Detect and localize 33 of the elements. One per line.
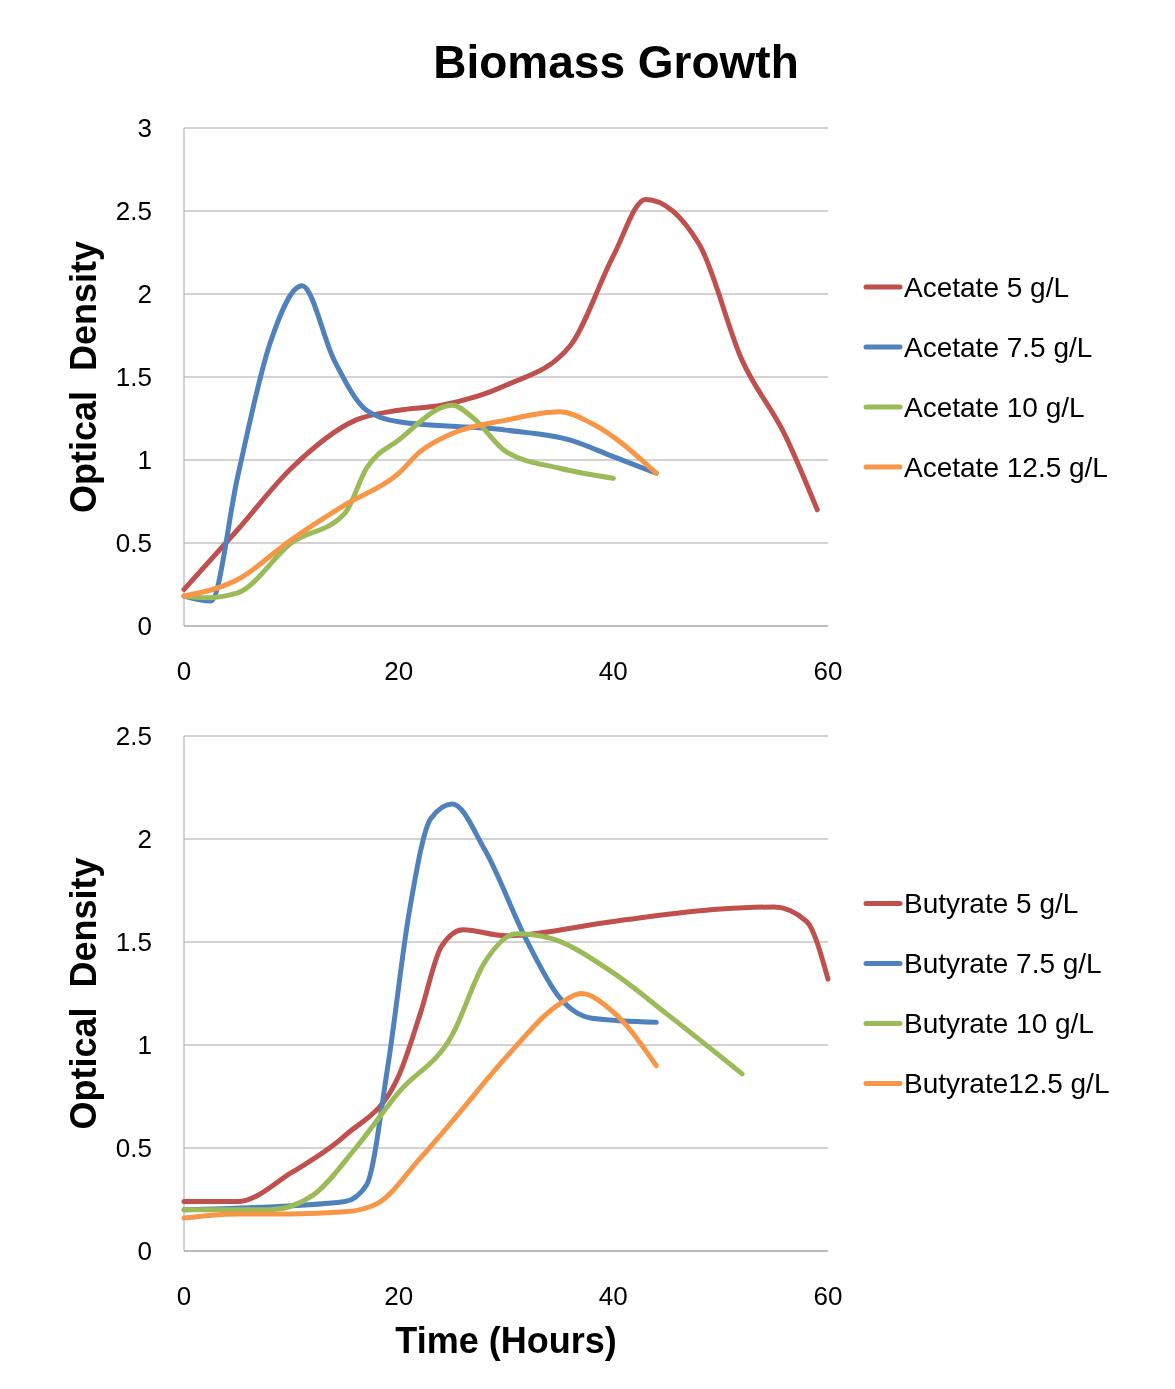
legend-label: Acetate 10 g/L bbox=[904, 391, 1085, 423]
y-axis-title: Optical Density bbox=[63, 240, 104, 514]
legend-label: Acetate 5 g/L bbox=[904, 271, 1070, 303]
y-tick-label: 1.5 bbox=[115, 362, 152, 393]
y-tick-label: 2 bbox=[137, 279, 152, 310]
y-tick-label: 0.5 bbox=[115, 528, 152, 559]
x-tick-label: 20 bbox=[384, 1281, 414, 1311]
x-tick-label: 0 bbox=[176, 1281, 192, 1311]
y-tick-label: 2 bbox=[137, 824, 152, 855]
y-tick-label: 3 bbox=[137, 113, 152, 144]
x-tick-label: 60 bbox=[813, 1281, 843, 1311]
legend-label: Butyrate12.5 g/L bbox=[904, 1068, 1110, 1100]
y-tick-label: 2.5 bbox=[115, 196, 152, 227]
legend-label: Butyrate 5 g/L bbox=[904, 888, 1079, 920]
x-axis-title: Time (Hours) bbox=[395, 1320, 617, 1361]
legend-label: Acetate 7.5 g/L bbox=[904, 331, 1093, 363]
legend-label: Acetate 12.5 g/L bbox=[904, 451, 1108, 483]
x-tick-label: 0 bbox=[176, 656, 192, 686]
x-tick-label: 60 bbox=[813, 656, 843, 686]
y-tick-label: 2.5 bbox=[115, 721, 152, 752]
x-tick-label: 40 bbox=[598, 1281, 628, 1311]
y-tick-label: 0 bbox=[137, 1236, 152, 1267]
x-tick-label: 20 bbox=[384, 656, 414, 686]
y-tick-label: 0.5 bbox=[115, 1133, 152, 1164]
legend-label: Butyrate 7.5 g/L bbox=[904, 948, 1102, 980]
y-tick-label: 1 bbox=[137, 445, 152, 476]
x-tick-label: 40 bbox=[598, 656, 628, 686]
chart-title: Biomass Growth bbox=[433, 36, 799, 88]
legend-label: Butyrate 10 g/L bbox=[904, 1008, 1094, 1040]
y-tick-label: 1 bbox=[137, 1030, 152, 1061]
y-tick-label: 1.5 bbox=[115, 927, 152, 958]
y-axis-title: Optical Density bbox=[63, 857, 104, 1130]
y-tick-label: 0 bbox=[137, 611, 152, 642]
